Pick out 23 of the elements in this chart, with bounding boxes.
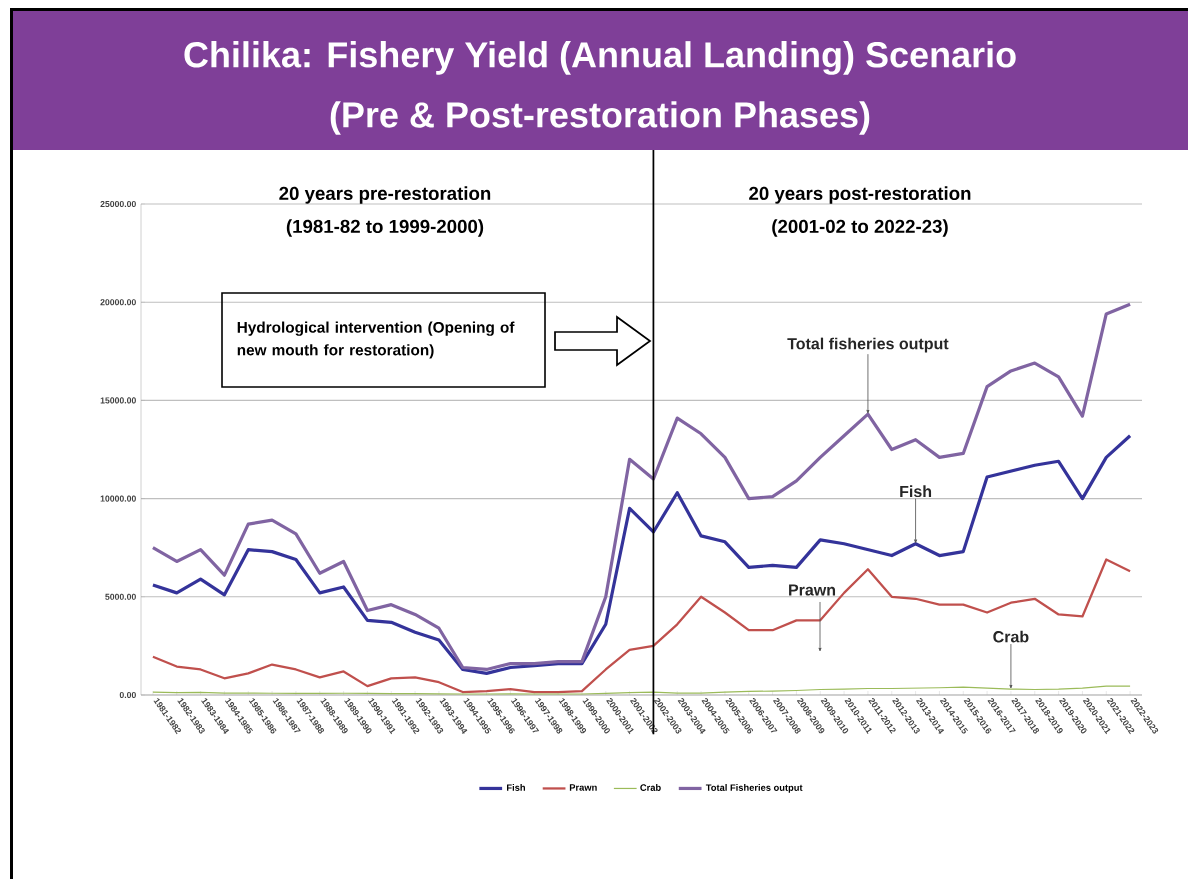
annotation: Fish bbox=[900, 485, 932, 498]
y-tick-label: 25000.00 bbox=[100, 200, 136, 208]
y-tick-label: 0.00 bbox=[119, 691, 136, 699]
legend-label: Prawn bbox=[569, 784, 597, 791]
y-tick-label: 15000.00 bbox=[100, 397, 136, 404]
annotation: Hydrological intervention (Opening of new mouth for restoration) bbox=[237, 321, 515, 359]
y-tick-label: 10000.00 bbox=[100, 495, 136, 502]
annotation: Crab bbox=[993, 630, 1029, 643]
annotation: Total fisheries output bbox=[787, 337, 949, 353]
legend-label: Fish bbox=[507, 784, 525, 791]
legend-label: Total Fisheries output bbox=[705, 784, 803, 793]
legend-label: Crab bbox=[640, 784, 661, 791]
chart-title: Chilika: Fishery Yield (Annual Landing) Scenario bbox=[184, 41, 1016, 75]
text: 20 years post-restoration bbox=[749, 186, 971, 204]
y-tick-label: 20000.00 bbox=[100, 299, 136, 306]
line-series bbox=[151, 558, 1132, 694]
line-series bbox=[151, 302, 1132, 672]
annotation: Prawn bbox=[789, 584, 836, 596]
text: 20 years pre-restoration bbox=[279, 186, 491, 204]
annotation: (2001-02 to 2022-23) bbox=[772, 219, 948, 237]
annotation: (1981-82 to 1999-2000) bbox=[286, 219, 484, 237]
chart-subtitle: (Pre & Post-restoration Phases) bbox=[330, 101, 870, 135]
y-tick-label: 5000.00 bbox=[105, 593, 136, 600]
